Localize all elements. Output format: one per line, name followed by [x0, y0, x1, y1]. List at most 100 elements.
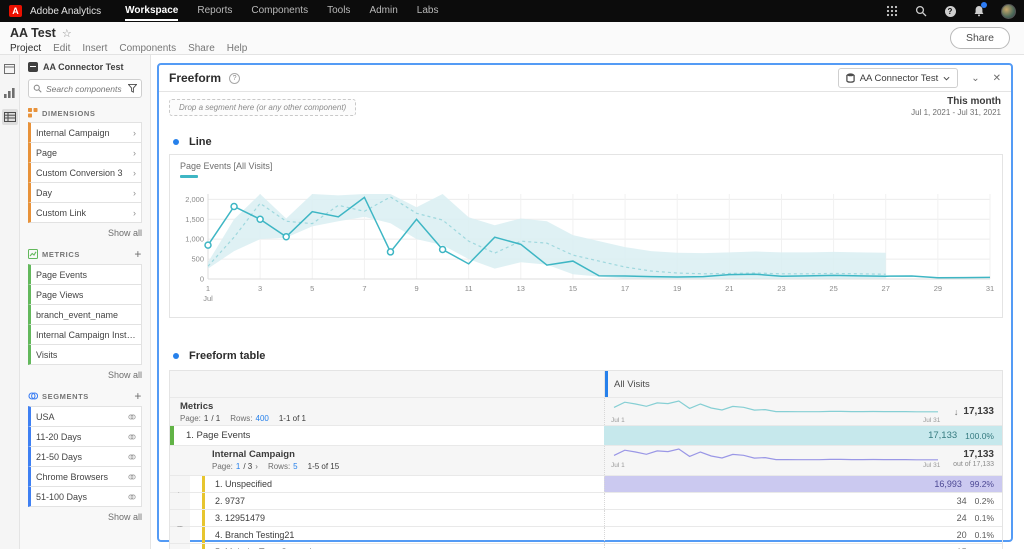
user-avatar[interactable]	[1001, 3, 1016, 19]
cell-9737-value[interactable]: 34 0.2%	[604, 493, 1002, 509]
column-header-all-visits[interactable]: All Visits	[604, 371, 1002, 397]
svg-text:19: 19	[673, 284, 681, 293]
row-branch-testing21[interactable]: 4. Branch Testing21	[170, 527, 604, 543]
row-unspecified[interactable]: 1. Unspecified	[170, 476, 604, 492]
top-navigation: Workspace Reports Components Tools Admin…	[125, 0, 438, 22]
tab-admin[interactable]: Admin	[369, 5, 398, 16]
dimensions-section-label: DIMENSIONS	[42, 108, 96, 118]
search-icon[interactable]	[914, 4, 928, 18]
menu-components[interactable]: Components	[119, 43, 177, 54]
help-icon[interactable]: ?	[943, 4, 957, 18]
dimension-custom-link[interactable]: Custom Link ›	[28, 202, 142, 223]
close-panel-icon[interactable]: ✕	[992, 72, 1001, 84]
apps-grid-icon[interactable]	[885, 4, 899, 18]
metric-branch-event-name[interactable]: branch_event_name	[28, 304, 142, 325]
dimension-internal-campaign[interactable]: Internal Campaign ›	[28, 122, 142, 143]
project-bar: AA Test ☆ Project Edit Insert Components…	[0, 22, 1024, 55]
menu-project[interactable]: Project	[10, 43, 42, 54]
cell-unspecified-value[interactable]: 16,993 99.2%	[604, 476, 1002, 492]
tab-components[interactable]: Components	[251, 5, 309, 16]
metrics-show-all[interactable]: Show all	[107, 370, 142, 380]
table-corner-cell	[170, 371, 604, 397]
project-title: AA Test	[10, 26, 56, 40]
chart-legend[interactable]: Page Events [All Visits]	[180, 161, 272, 178]
chevron-right-icon: ›	[133, 127, 136, 138]
cell-branch-testing21-value[interactable]: 20 0.1%	[604, 527, 1002, 543]
row-12951479[interactable]: 3. 12951479	[170, 510, 604, 526]
panel-help-icon[interactable]: ?	[229, 72, 241, 84]
adobe-logo-icon[interactable]: A	[9, 5, 22, 17]
metric-internal-campaign-instances[interactable]: Internal Campaign Instances	[28, 324, 142, 345]
dimension-custom-conversion-3[interactable]: Custom Conversion 3 ›	[28, 162, 142, 183]
menu-edit[interactable]: Edit	[53, 43, 71, 54]
project-menu: Project Edit Insert Components Share Hel…	[10, 43, 247, 54]
viz-color-dot[interactable]	[173, 139, 179, 145]
segment-drop-zone[interactable]: Drop a segment here (or any other compon…	[169, 99, 357, 116]
segment-21-50-days[interactable]: 21-50 Days	[28, 446, 142, 467]
viz-color-dot[interactable]	[173, 353, 179, 359]
panels-icon[interactable]	[2, 61, 18, 77]
svg-text:23: 23	[777, 284, 785, 293]
date-range-display[interactable]: This month Jul 1, 2021 - Jul 31, 2021	[911, 96, 1001, 117]
svg-text:13: 13	[517, 284, 525, 293]
brand-title: Adobe Analytics	[30, 5, 102, 17]
segment-usa[interactable]: USA	[28, 406, 142, 427]
notifications-bell-icon[interactable]	[972, 2, 987, 18]
tab-workspace[interactable]: Workspace	[125, 0, 179, 22]
segment-type-icon	[128, 474, 136, 479]
metric-total: 17,133	[963, 406, 994, 417]
segment-chrome-browsers[interactable]: Chrome Browsers	[28, 466, 142, 487]
favorite-star-icon[interactable]: ☆	[61, 27, 72, 40]
row-9737[interactable]: 2. 9737	[170, 493, 604, 509]
report-suite-selector[interactable]: AA Connector Test	[837, 68, 959, 88]
column-accent-bar	[605, 371, 608, 397]
menu-share[interactable]: Share	[188, 43, 215, 54]
tab-labs[interactable]: Labs	[416, 5, 439, 16]
segment-type-icon	[128, 454, 136, 459]
date-range-value: Jul 1, 2021 - Jul 31, 2021	[911, 108, 1001, 117]
collapse-panel-icon[interactable]: ⌄	[971, 72, 980, 84]
segment-type-icon	[128, 434, 136, 439]
metric-visits[interactable]: Visits	[28, 344, 142, 365]
metrics-pagination[interactable]: Page: 1/ 1 Rows: 400 1-1 of 1	[180, 414, 306, 423]
components-table-icon[interactable]	[1, 109, 18, 125]
date-range-label: This month	[947, 96, 1001, 107]
segment-type-icon	[128, 494, 136, 499]
segment-11-20-days[interactable]: 11-20 Days	[28, 426, 142, 447]
row-melody-test-campaign[interactable]: 5. Melody_Test_Campaign	[170, 544, 604, 549]
add-segment-button[interactable]: +	[134, 389, 142, 403]
sort-descending-icon[interactable]: ↓	[953, 406, 959, 417]
search-components-input[interactable]	[46, 83, 124, 94]
filter-icon[interactable]	[128, 84, 137, 93]
metric-page-events[interactable]: Page Events	[28, 264, 142, 285]
metric-page-views[interactable]: Page Views	[28, 284, 142, 305]
menu-insert[interactable]: Insert	[82, 43, 108, 54]
dimensions-show-all[interactable]: Show all	[107, 228, 142, 238]
share-button[interactable]: Share	[949, 27, 1010, 49]
cell-page-events-value[interactable]: 17,133 100.0%	[604, 426, 1002, 445]
row-page-events[interactable]: 1. Page Events	[170, 426, 604, 445]
segments-show-all[interactable]: Show all	[107, 512, 142, 522]
panel-title: Freeform	[169, 71, 222, 85]
metrics-icon	[28, 249, 38, 259]
chevron-right-icon: ›	[133, 187, 136, 198]
tab-tools[interactable]: Tools	[327, 5, 351, 16]
visualizations-icon[interactable]	[2, 85, 18, 101]
metrics-list: Page Events Page Views branch_event_name…	[28, 264, 142, 365]
dimension-day[interactable]: Day ›	[28, 182, 142, 203]
add-metric-button[interactable]: +	[134, 247, 142, 261]
segment-51-100-days[interactable]: 51-100 Days	[28, 486, 142, 507]
tab-reports[interactable]: Reports	[197, 5, 233, 16]
breakdown-total: 17,133	[963, 449, 994, 460]
sparkline-purple	[613, 448, 938, 461]
cell-melody-test-campaign-value[interactable]: 150.1%	[604, 544, 1002, 549]
svg-text:7: 7	[362, 284, 366, 293]
dimension-page[interactable]: Page ›	[28, 142, 142, 163]
components-panel: AA Connector Test DIMENSIONS Internal Ca…	[20, 55, 151, 549]
menu-help[interactable]: Help	[226, 43, 248, 54]
breakdown-pagination[interactable]: Page: 1/ 3 › Rows: 5 1-5 of 15	[212, 462, 340, 471]
cell-12951479-value[interactable]: 24 0.1%	[604, 510, 1002, 526]
svg-text:11: 11	[465, 284, 473, 293]
component-search[interactable]	[28, 79, 142, 98]
